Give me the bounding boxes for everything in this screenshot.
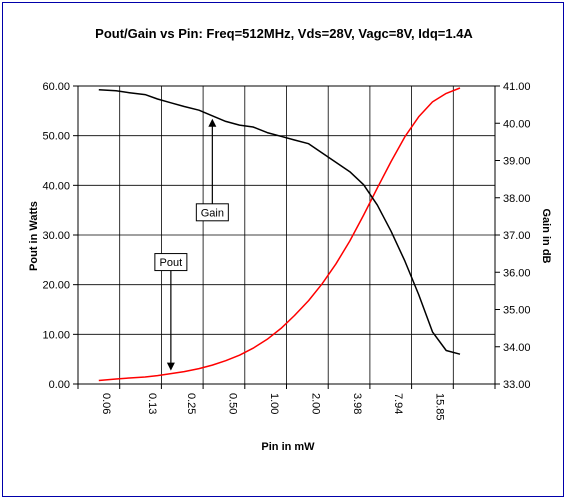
x-tick-label: 0.50 — [227, 393, 239, 414]
y2-axis-label: Gain in dB — [540, 209, 552, 264]
y-tick-label: 30.00 — [42, 230, 70, 242]
callout-label-gain: Gain — [201, 207, 224, 219]
x-axis-label: Pin in mW — [261, 441, 315, 453]
x-tick-label: 15.85 — [433, 393, 445, 421]
y-tick-label: 10.00 — [42, 329, 70, 341]
x-tick-label: 7.94 — [392, 393, 404, 414]
y-tick-label: 60.00 — [42, 81, 70, 93]
x-tick-label: 1.00 — [268, 393, 280, 414]
y2-tick-label: 38.00 — [503, 193, 531, 205]
series-line-gain — [98, 88, 461, 355]
x-tick-label: 3.98 — [351, 393, 363, 414]
callout-label-pout: Pout — [160, 257, 183, 269]
grid — [77, 85, 496, 385]
series-line-pout — [98, 87, 461, 382]
x-tick-label: 0.25 — [185, 393, 197, 414]
x-tick-label: 0.06 — [100, 393, 112, 414]
x-tick-label: 0.13 — [146, 393, 158, 414]
y2-tick-label: 35.00 — [503, 305, 531, 317]
series-layer — [98, 87, 461, 382]
y2-tick-label: 36.00 — [503, 267, 531, 279]
y-tick-label: 40.00 — [42, 180, 70, 192]
y2-tick-label: 34.00 — [503, 342, 531, 354]
y2-tick-label: 40.00 — [503, 118, 531, 130]
y-tick-label: 50.00 — [42, 131, 70, 143]
y2-tick-label: 39.00 — [503, 156, 531, 168]
y-tick-label: 20.00 — [42, 280, 70, 292]
y-tick-label: 0.00 — [49, 379, 70, 391]
chart-frame — [2, 2, 564, 497]
x-tick-label: 2.00 — [310, 393, 322, 414]
y-axis-label: Pout in Watts — [28, 201, 40, 271]
callout-arrow-head — [166, 362, 175, 371]
chart-title: Pout/Gain vs Pin: Freq=512MHz, Vds=28V, … — [95, 26, 473, 41]
axes: 0.00 10.00 20.00 30.00 40.00 50.00 60.00 33.00 3… — [42, 81, 530, 421]
y2-tick-label: 33.00 — [503, 379, 531, 391]
y2-tick-label: 41.00 — [503, 81, 531, 93]
annotation-layer: Gain Pout — [154, 118, 229, 371]
callout-arrow-head — [208, 118, 217, 127]
y2-tick-label: 37.00 — [503, 230, 531, 242]
